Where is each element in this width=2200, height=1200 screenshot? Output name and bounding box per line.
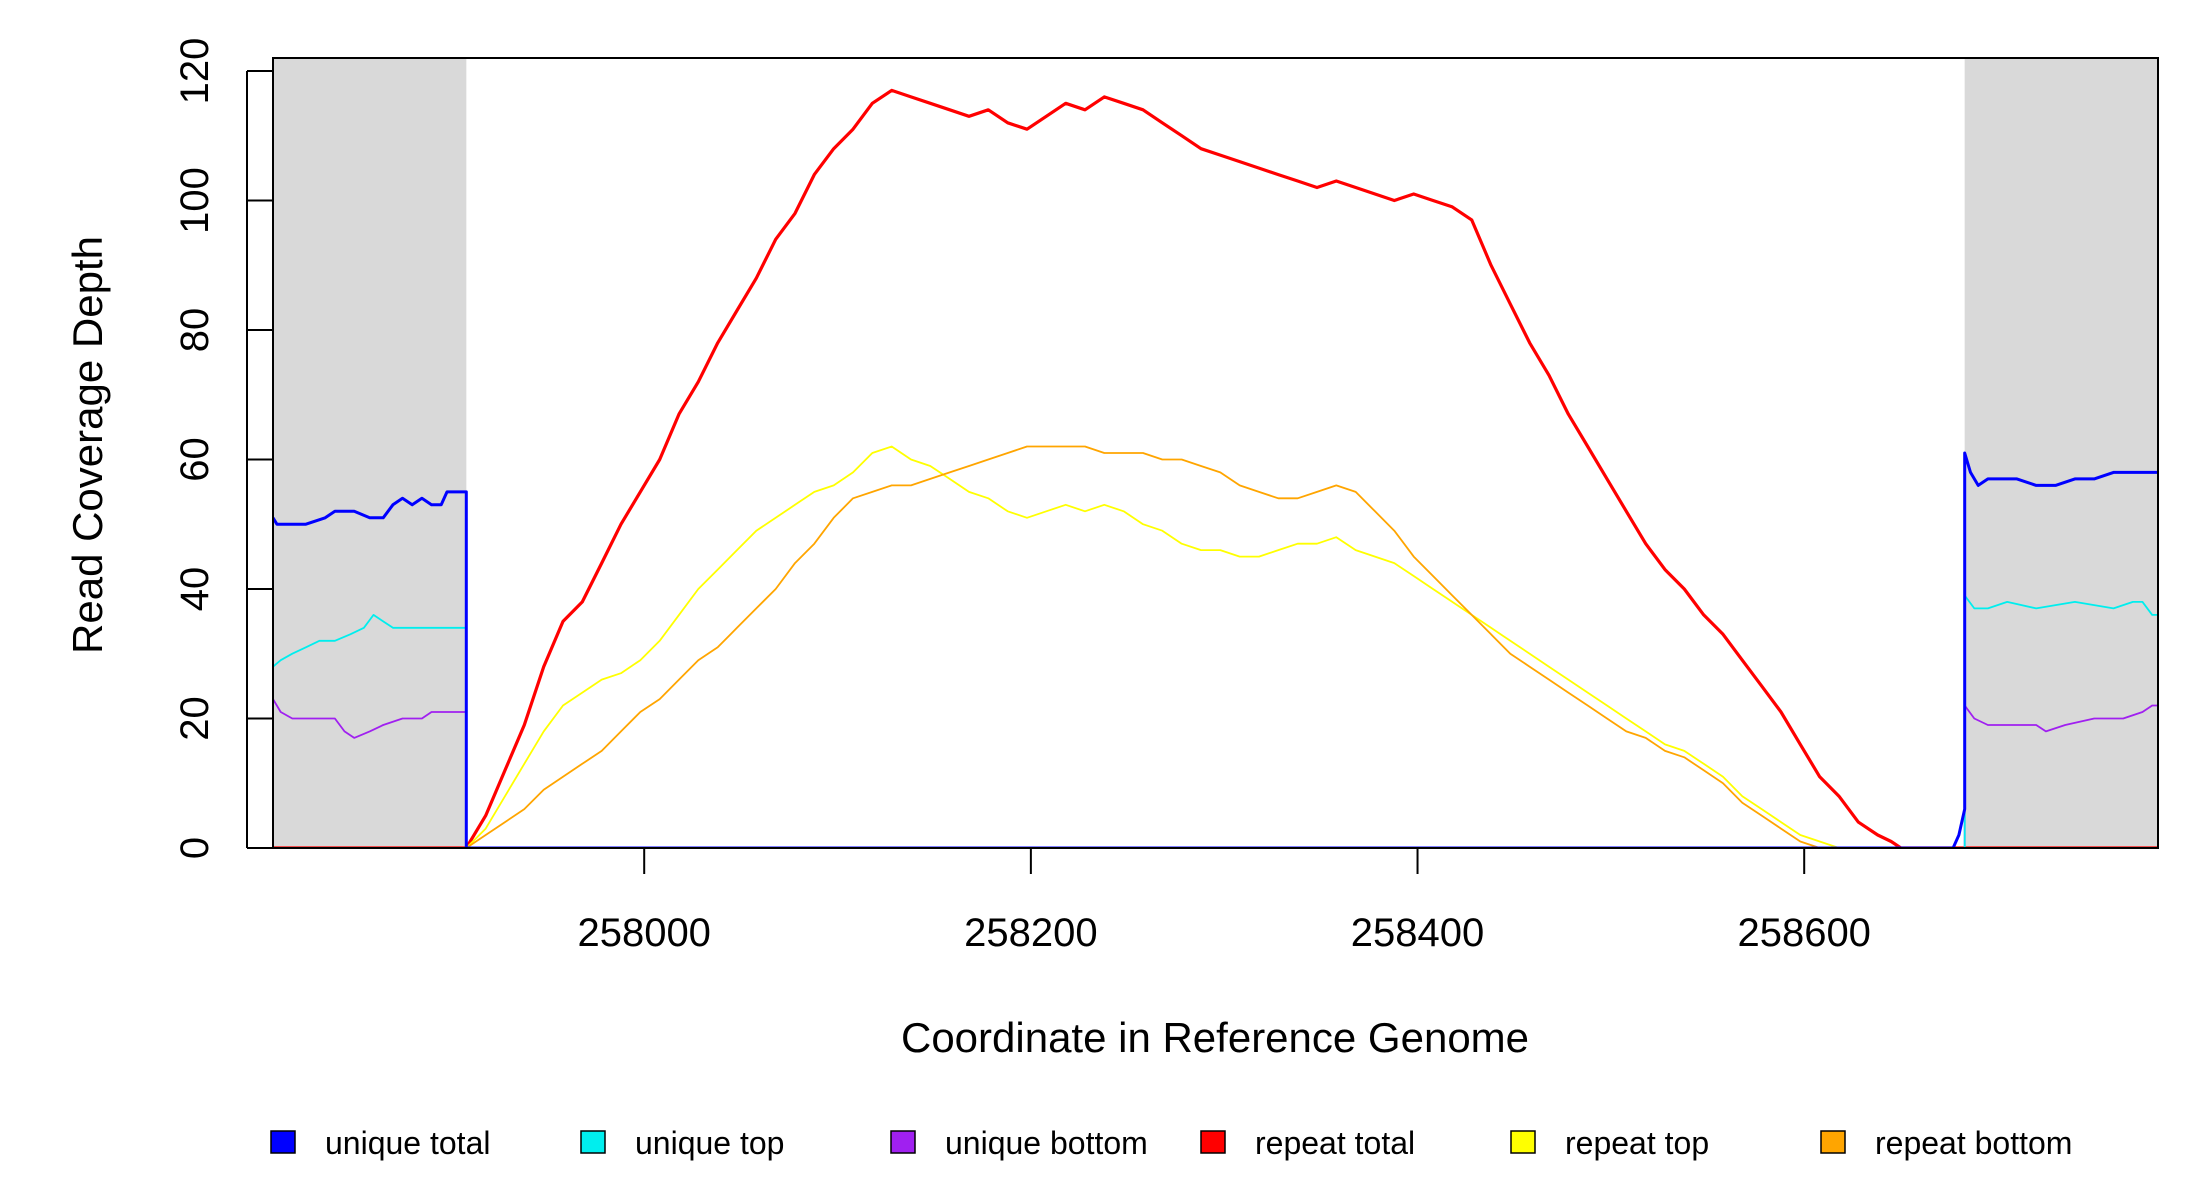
legend-swatch: [1510, 1130, 1536, 1154]
x-tick-label: 258000: [577, 911, 710, 955]
legend-swatch: [270, 1130, 296, 1154]
series-line-unique-bottom: [273, 698, 2158, 848]
legend-swatch: [890, 1130, 916, 1154]
plot-frame: [272, 57, 2159, 849]
x-tick-label: 258600: [1737, 911, 1870, 955]
y-tick-label: 20: [173, 696, 217, 741]
y-axis-title: Read Coverage Depth: [64, 236, 111, 654]
legend-label: repeat bottom: [1875, 1125, 2072, 1161]
legend-item: unique top: [580, 1125, 784, 1161]
legend-label: unique bottom: [945, 1125, 1148, 1161]
y-tick-label: 60: [173, 437, 217, 482]
legend-label: unique total: [325, 1125, 490, 1161]
x-tick-label: 258400: [1351, 911, 1484, 955]
legend-item: repeat total: [1200, 1125, 1415, 1161]
y-tick-label: 0: [173, 837, 217, 859]
legend-item: unique bottom: [890, 1125, 1148, 1161]
series-line-repeat-bottom: [273, 445, 2158, 848]
legend-swatch: [1820, 1130, 1846, 1154]
legend-swatch: [1200, 1130, 1226, 1154]
legend-item: unique total: [270, 1125, 490, 1161]
y-tick-label: 120: [173, 38, 217, 105]
legend-swatch: [580, 1130, 606, 1154]
legend-label: unique top: [635, 1125, 784, 1161]
x-axis-title: Coordinate in Reference Genome: [901, 1014, 1529, 1061]
y-tick-label: 40: [173, 567, 217, 612]
shaded-regions: [273, 58, 2158, 848]
x-axis: 258000 258200 258400 258600: [577, 848, 1871, 955]
shaded-region: [273, 58, 467, 848]
series-line-repeat-total: [273, 88, 2158, 848]
y-tick-label: 100: [173, 167, 217, 234]
legend-item: repeat bottom: [1820, 1125, 2072, 1161]
series-line-repeat-top: [273, 445, 2158, 848]
y-axis: 0 20 40 60 80 100 120: [173, 38, 273, 859]
legend-label: repeat top: [1565, 1125, 1709, 1161]
legend: unique total unique top unique bottom repea…: [270, 1125, 2072, 1161]
y-tick-label: 80: [173, 308, 217, 353]
legend-item: repeat top: [1510, 1125, 1709, 1161]
x-tick-label: 258200: [964, 911, 1097, 955]
series-line-unique-total: [273, 451, 2158, 848]
shaded-region: [1964, 58, 2158, 848]
series-lines: [273, 88, 2158, 848]
legend-label: repeat total: [1255, 1125, 1415, 1161]
